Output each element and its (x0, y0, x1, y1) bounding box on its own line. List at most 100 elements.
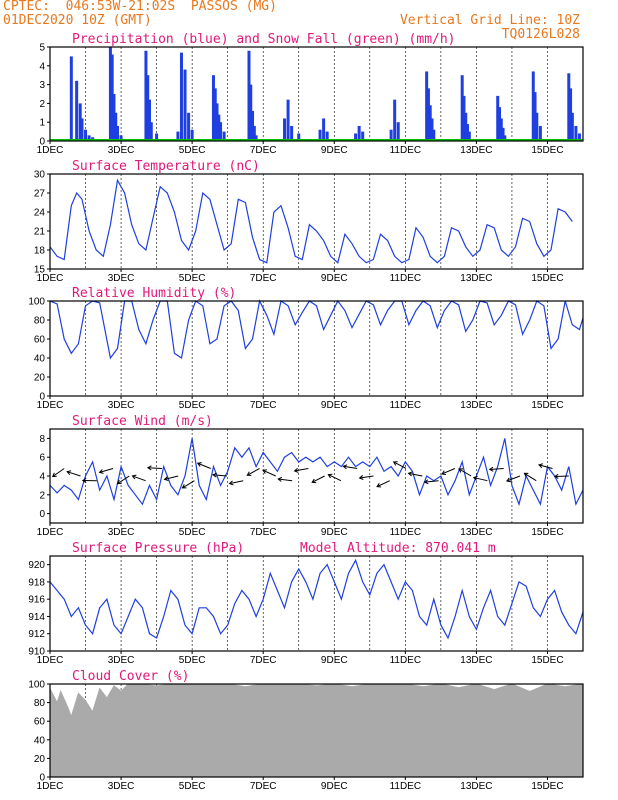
wind-xtick-label: 15DEC (531, 527, 563, 538)
pressure-xtick-label: 5DEC (179, 655, 206, 666)
pressure-ytick-label: 910 (28, 647, 45, 658)
precip-bar (325, 131, 329, 141)
wind-vector-arrow (294, 467, 309, 472)
wind-vector-arrowhead (196, 462, 202, 467)
wind-vector-arrowhead (407, 471, 413, 477)
precip-bar (574, 125, 578, 141)
header-model-id: TQ0126L028 (501, 27, 580, 42)
pressure-ytick-label: 920 (28, 560, 45, 571)
precip-bar (577, 133, 581, 141)
wind-vector-arrow (262, 469, 277, 477)
cloud-frame (49, 683, 584, 778)
temp-ytick-label: 27 (34, 189, 46, 200)
wind-ytick-label: 6 (39, 453, 45, 464)
wind-vector-arrowhead (116, 479, 122, 485)
precip-bar (149, 122, 153, 141)
temp-xtick-label: 3DEC (108, 273, 135, 284)
precip-bar (426, 88, 430, 141)
precip-xtick-label: 3DEC (108, 145, 135, 156)
wind-vector-arrowhead (98, 469, 104, 474)
wind-vector-arrow (278, 478, 293, 482)
precip-bar (213, 88, 217, 141)
wind-vector-arrowhead (163, 476, 169, 482)
cloud-ytick-label: 20 (34, 754, 46, 765)
precip-xtick-label: 7DEC (250, 145, 277, 156)
rh-xtick-label: 13DEC (460, 400, 492, 411)
precip-bar (211, 75, 215, 141)
wind-vector-arrow (99, 467, 114, 473)
precip-ytick-label: 0 (39, 137, 45, 148)
wind-vector-arrowhead (505, 477, 511, 483)
wind-vector-arrowhead (131, 474, 137, 480)
wind-vector-arrow (117, 475, 130, 485)
wind-vector-arrow (473, 477, 488, 482)
precip-bar (396, 122, 400, 141)
temp-xtick-label: 7DEC (250, 273, 277, 284)
temp-xtick-label: 5DEC (179, 273, 206, 284)
wind-vector-arrowhead (376, 483, 382, 488)
rh-xtick-label: 1DEC (37, 400, 64, 411)
precip-xtick-label: 13DEC (460, 145, 492, 156)
rh-ytick-label: 20 (34, 373, 46, 384)
pressure-xtick-label: 3DEC (108, 655, 135, 666)
cloud-xtick-label: 15DEC (531, 781, 563, 792)
precip-bar (252, 125, 256, 141)
rh-ytick-label: 100 (28, 297, 45, 308)
precip-bar (249, 84, 253, 141)
wind-vector-arrow (132, 475, 146, 482)
pressure-xtick-label: 9DEC (321, 655, 348, 666)
pressure-title: Surface Pressure (hPa) (72, 541, 244, 556)
pressure-xtick-label: 11DEC (390, 655, 422, 666)
pressure-xtick-label: 1DEC (37, 655, 64, 666)
wind-vector-arrowhead (472, 475, 478, 481)
wind-vector-arrowhead (327, 473, 333, 479)
wind-vector-arrow (311, 475, 325, 483)
precip-bar (179, 52, 183, 141)
wind-vector-arrow (538, 464, 553, 469)
wind-vector-arrow (52, 468, 65, 477)
precip-bar (357, 125, 361, 141)
pressure-ytick-label: 918 (28, 577, 45, 588)
wind-xtick-label: 7DEC (250, 527, 277, 538)
temp-ytick-label: 24 (34, 208, 46, 219)
precip-bar (219, 122, 223, 141)
precip-xtick-label: 1DEC (37, 145, 64, 156)
wind-vector-arrow (506, 475, 521, 482)
precip-xtick-label: 15DEC (531, 145, 563, 156)
rh-xtick-label: 3DEC (108, 400, 135, 411)
precip-bar (286, 99, 290, 141)
wind-title: Surface Wind (m/s) (72, 414, 213, 429)
precip-title: Precipitation (blue) and Snow Fall (gree… (72, 32, 456, 47)
wind-vector-arrowhead (293, 467, 299, 473)
pressure-xtick-label: 15DEC (531, 655, 563, 666)
wind-vector-arrow (229, 480, 244, 485)
pressure-frame (49, 555, 584, 652)
rh-title: Relative Humidity (%) (72, 286, 236, 301)
wind-vector-arrow (212, 474, 228, 477)
precip-bar (570, 112, 574, 141)
cloud-xtick-label: 1DEC (37, 781, 64, 792)
wind-ytick-label: 8 (39, 434, 45, 445)
cloud-xtick-label: 9DEC (321, 781, 348, 792)
precip-bar (146, 75, 150, 141)
precip-bar (460, 75, 464, 141)
precip-bar (108, 47, 112, 141)
precip-bar (430, 118, 434, 141)
wind-vector-arrowhead (553, 473, 559, 479)
rh-line (49, 299, 584, 360)
header-grid-line: Vertical Grid Line: 10Z (399, 13, 580, 28)
precip-bar (183, 69, 187, 141)
wind-vector-arrow (328, 474, 342, 482)
wind-xtick-label: 5DEC (179, 527, 206, 538)
wind-vector-arrow (247, 468, 260, 476)
precip-bar (501, 127, 505, 141)
rh-xtick-label: 9DEC (321, 400, 348, 411)
wind-vector-arrowhead (181, 484, 187, 489)
precip-bar (222, 131, 226, 141)
wind-vector-arrowhead (228, 480, 234, 486)
precip-bar (361, 131, 365, 141)
wind-vector-arrow (489, 467, 504, 470)
precip-bar (567, 73, 571, 141)
precip-bar (116, 125, 120, 141)
